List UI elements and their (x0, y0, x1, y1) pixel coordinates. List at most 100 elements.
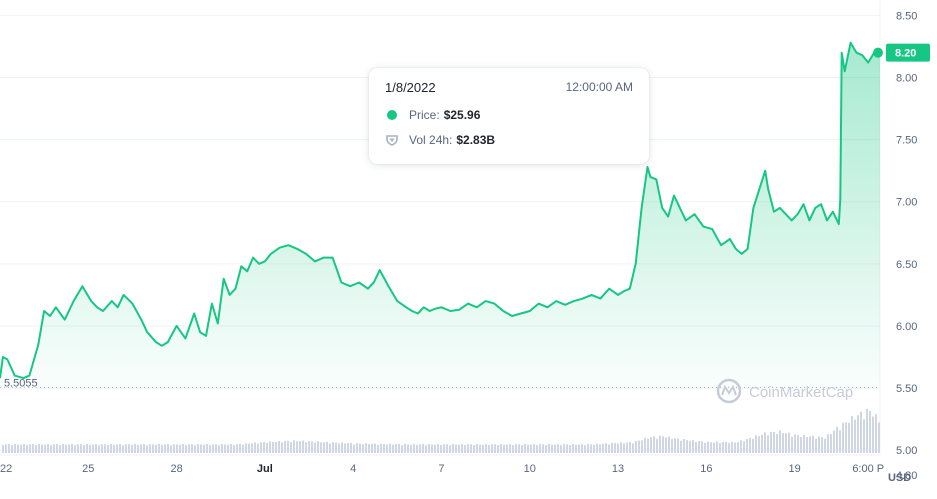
volume-bar (758, 436, 760, 453)
x-tick-label: 16 (700, 463, 712, 475)
volume-bar (56, 444, 58, 453)
y-tick-label: 7.50 (896, 135, 917, 147)
volume-bar (353, 444, 355, 453)
volume-bar (89, 444, 91, 453)
x-tick-label: 22 (0, 463, 12, 475)
volume-bar (719, 443, 721, 453)
volume-bar (338, 443, 340, 453)
volume-bar (137, 444, 139, 453)
volume-bar (80, 444, 82, 453)
volume-bar (530, 444, 532, 453)
volume-bar (503, 444, 505, 453)
y-tick-label: 4.80 (896, 470, 917, 482)
coinmarketcap-watermark: CoinMarketCap (716, 378, 853, 404)
volume-bar (8, 444, 10, 453)
volume-bar (239, 443, 241, 453)
volume-bar (563, 444, 565, 453)
volume-bar (188, 444, 190, 453)
volume-bar (374, 443, 376, 453)
volume-bar (581, 444, 583, 453)
volume-bar (803, 434, 805, 453)
volume-bar (332, 442, 334, 453)
volume-bar (464, 444, 466, 453)
volume-bar (473, 445, 475, 453)
volume-bar (749, 438, 751, 453)
volume-bar (356, 443, 358, 453)
volume-bar (404, 444, 406, 453)
volume-bar (422, 444, 424, 453)
volume-bar (659, 435, 661, 453)
volume-bar (26, 445, 28, 453)
volume-bar (797, 435, 799, 453)
volume-bar (845, 422, 847, 453)
volume-bar (470, 444, 472, 453)
volume-bar (308, 441, 310, 453)
volume-bar (536, 445, 538, 453)
volume-bar (644, 437, 646, 453)
volume-bar (290, 441, 292, 453)
volume-bar (35, 445, 37, 453)
x-tick-label: 28 (170, 463, 182, 475)
tooltip-volume-value: $2.83B (456, 133, 496, 147)
volume-bar (98, 445, 100, 453)
volume-bar (815, 438, 817, 453)
volume-bar (161, 444, 163, 453)
volume-bar (263, 442, 265, 453)
volume-bar (104, 444, 106, 453)
volume-bar (155, 444, 157, 453)
volume-bar (311, 441, 313, 453)
volume-bar (647, 438, 649, 453)
x-tick-label: 13 (612, 463, 624, 475)
volume-bar (596, 443, 598, 453)
volume-bar (170, 445, 172, 453)
watermark-text: CoinMarketCap (749, 384, 853, 401)
volume-bar (614, 443, 616, 453)
volume-bar (143, 444, 145, 453)
volume-bar (449, 445, 451, 453)
volume-bar (410, 444, 412, 453)
volume-bar (818, 436, 820, 453)
volume-bar (677, 438, 679, 453)
volume-bar (518, 444, 520, 453)
volume-bar (317, 441, 319, 453)
volume-bar (824, 438, 826, 453)
volume-bar (320, 442, 322, 453)
volume-bar (29, 444, 31, 453)
volume-bar (416, 444, 418, 453)
current-price-badge: 8.20 (886, 43, 930, 62)
volume-bar (74, 445, 76, 453)
volume-bar (83, 444, 85, 453)
volume-bar (533, 444, 535, 453)
volume-bar (299, 441, 301, 453)
volume-bar (479, 444, 481, 453)
volume-bar (296, 441, 298, 453)
volume-bar (191, 444, 193, 453)
volume-bar (788, 432, 790, 453)
volume-bar (362, 444, 364, 453)
volume-bar (851, 416, 853, 453)
tooltip-date: 1/8/2022 (385, 80, 436, 95)
volume-bar (65, 444, 67, 453)
volume-bar (203, 444, 205, 453)
volume-bar (386, 444, 388, 453)
volume-bar (653, 436, 655, 453)
volume-bar (140, 444, 142, 453)
volume-bar (224, 444, 226, 453)
volume-bar (551, 444, 553, 453)
volume-bar (776, 433, 778, 453)
volume-bar (584, 445, 586, 453)
volume-bar (440, 444, 442, 453)
volume-bar (506, 444, 508, 453)
volume-bar (827, 434, 829, 453)
volume-bar (179, 444, 181, 453)
volume-bar (557, 444, 559, 453)
volume-bar (431, 444, 433, 453)
volume-bar (836, 427, 838, 453)
volume-bar (389, 443, 391, 453)
y-tick-label: 6.50 (896, 259, 917, 271)
volume-bar (680, 440, 682, 453)
volume-bar (839, 430, 841, 453)
volume-bar (377, 444, 379, 453)
volume-bar (5, 444, 7, 453)
